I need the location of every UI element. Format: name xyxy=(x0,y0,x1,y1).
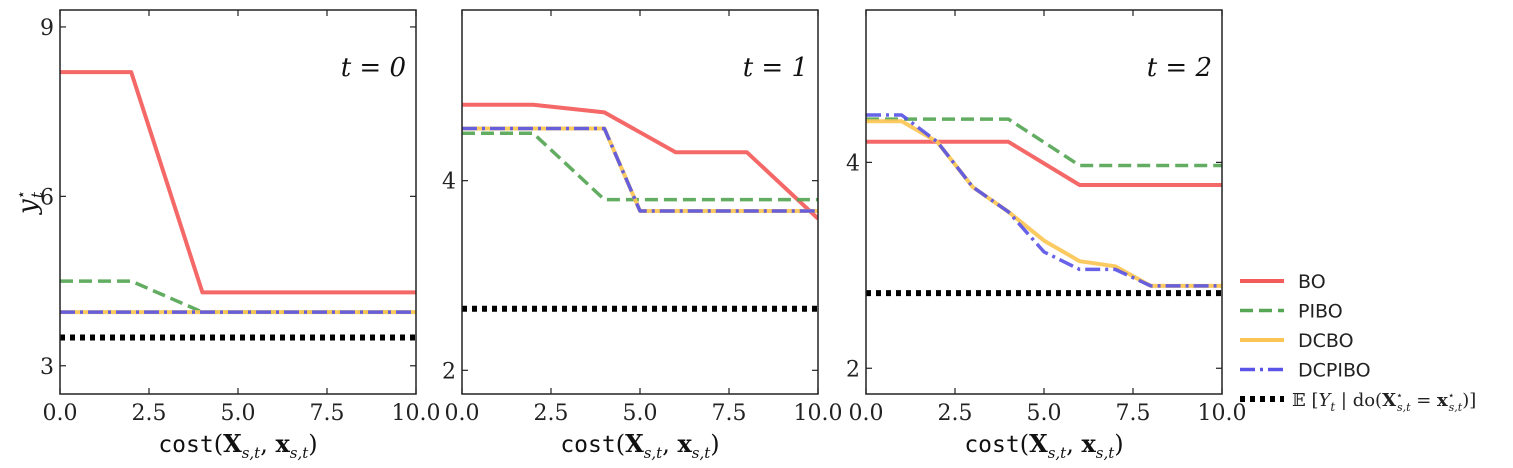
x-tick-label: 7.5 xyxy=(1116,401,1151,426)
x-tick-label: 2.5 xyxy=(534,401,569,426)
x-tick-label: 5.0 xyxy=(1027,401,1062,426)
x-axis-label: cost(Xs,t, xs,t) xyxy=(158,429,317,462)
x-tick-label: 7.5 xyxy=(310,401,345,426)
y-tick-label: 2 xyxy=(846,357,860,382)
panel-2: 0.0 2.5 5.0 7.5 10.0 2 4 t = 2 cost(Xs,t, xs,t) xyxy=(846,9,1247,462)
panel-title: t = 1 xyxy=(743,53,808,83)
series-line-bo xyxy=(462,102,818,221)
y-tick-label: 3 xyxy=(40,355,54,380)
legend-label-optimum: 𝔼 [Yt | do(X⋆ s,t = x⋆ s,t)] xyxy=(1292,389,1476,414)
series-line-pibo xyxy=(60,279,416,314)
x-tick-label: 5.0 xyxy=(623,401,658,426)
series-line-dcpibo xyxy=(462,126,818,213)
x-axis-label: cost(Xs,t, xs,t) xyxy=(964,429,1123,462)
y-tick-label: 4 xyxy=(442,170,456,195)
x-axis-label: cost(Xs,t, xs,t) xyxy=(560,429,719,462)
legend-label: DCBO xyxy=(1298,330,1354,352)
series-line-dcbo xyxy=(866,119,1222,288)
series-line-bo xyxy=(60,70,416,295)
x-tick-label: 7.5 xyxy=(712,401,747,426)
legend: BO PIBO DCBO DCPIBO 𝔼 [Yt | do(X⋆ s,t = x⋆ s,t… xyxy=(1240,271,1476,414)
y-axis-label: y⋆t xyxy=(12,190,46,215)
y-tick-label: 2 xyxy=(442,359,456,384)
x-tick-label: 10.0 xyxy=(794,401,843,426)
y-tick-label: 9 xyxy=(40,16,54,41)
series-group xyxy=(462,102,818,312)
series-group xyxy=(866,113,1222,297)
legend-label: BO xyxy=(1298,271,1326,293)
x-tick-label: 0.0 xyxy=(445,401,480,426)
panel-title: t = 2 xyxy=(1147,53,1212,83)
panel-title: t = 0 xyxy=(341,53,406,83)
y-tick-label: 6 xyxy=(40,185,54,210)
panel-1: 0.0 2.5 5.0 7.5 10.0 2 4 t = 1 cost(Xs,t, xs,t) xyxy=(442,9,843,462)
panel-0: 0.0 2.5 5.0 7.5 10.0 3 6 9 t = 0 cost(Xs,t, xs,t)… xyxy=(12,9,441,462)
series-line-pibo xyxy=(462,131,818,202)
x-tick-label: 2.5 xyxy=(132,401,167,426)
legend-label: PIBO xyxy=(1298,301,1343,323)
x-tick-label: 0.0 xyxy=(849,401,884,426)
legend-label: DCPIBO xyxy=(1298,360,1371,382)
x-tick-label: 2.5 xyxy=(938,401,973,426)
x-tick-label: 10.0 xyxy=(1198,401,1247,426)
y-tick-label: 4 xyxy=(846,151,860,176)
x-tick-label: 5.0 xyxy=(221,401,256,426)
x-tick-label: 0.0 xyxy=(43,401,78,426)
series-line-dcpibo xyxy=(866,113,1222,288)
x-tick-label: 10.0 xyxy=(392,401,441,426)
series-line-bo xyxy=(866,139,1222,187)
series-group xyxy=(60,70,416,341)
